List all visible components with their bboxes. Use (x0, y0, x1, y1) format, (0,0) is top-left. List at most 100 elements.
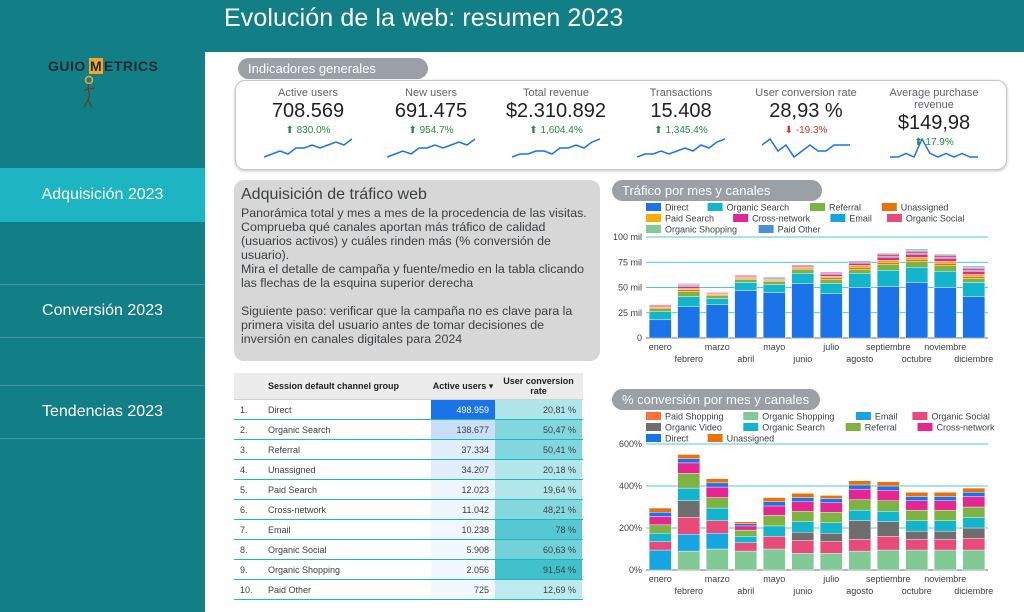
logo-figure-icon (83, 75, 96, 108)
bar-segment (791, 540, 815, 554)
bar-segment (819, 274, 843, 277)
bar-segment (905, 520, 929, 532)
bar-segment (933, 530, 957, 540)
sidebar-item-tendencias[interactable]: Tendencias 2023 (0, 385, 205, 439)
x-tick-label: junio (792, 586, 812, 596)
kpi-delta-value: 1,604.4% (540, 125, 583, 136)
bar-segment (677, 291, 701, 297)
row-conversion-rate: 48,21 % (495, 500, 582, 519)
bar-segment (791, 552, 815, 571)
x-tick-label: febrero (674, 354, 703, 364)
kpi-value: 28,93 % (769, 100, 843, 122)
bar-segment (677, 454, 701, 459)
legend-label: Paid Search (665, 214, 714, 224)
bar-segment (762, 281, 786, 285)
bar-segment (734, 525, 758, 531)
bar-segment (819, 279, 843, 284)
logo-text-mid: M (89, 58, 104, 74)
legend-swatch (830, 214, 846, 222)
bar-segment (876, 500, 900, 512)
y-tick-label: 50 mil (618, 283, 642, 293)
bar-segment (819, 498, 843, 503)
row-active-users: 725 (431, 580, 495, 599)
row-channel: Unassigned (268, 464, 316, 475)
sidebar-item-conversion[interactable]: Conversión 2023 (0, 284, 205, 338)
table-row[interactable]: 6. Cross-network 11.042 48,21 % (234, 500, 583, 520)
bar-segment (848, 499, 872, 511)
legend-label: Organic Shopping (762, 412, 834, 422)
row-active-users: 12.023 (431, 480, 495, 499)
kpi-sparkline (387, 138, 475, 158)
kpi-sparkline (512, 138, 600, 158)
x-tick-label: marzo (705, 342, 730, 352)
bar-segment (876, 481, 900, 487)
table-row[interactable]: 2. Organic Search 138.677 50,47 % (234, 420, 583, 440)
table-row[interactable]: 4. Unassigned 34.207 20,18 % (234, 460, 583, 480)
bar-segment (933, 492, 957, 497)
bar-segment (905, 530, 929, 540)
bar-segment (648, 308, 672, 312)
sidebar-item-label: Conversión 2023 (42, 302, 163, 319)
table-row[interactable]: 3. Referral 37.334 50,41 % (234, 440, 583, 460)
bar-segment (648, 524, 672, 534)
bar-segment (848, 480, 872, 486)
kpi-delta-value: 17.9% (925, 137, 954, 148)
kpi-5: Average purchase revenue $149,98 ⬆ 17.9% (870, 87, 998, 158)
header-active-users[interactable]: Active users ▾ (431, 373, 495, 399)
legend-swatch (707, 203, 723, 211)
bar-segment (876, 549, 900, 571)
legend-label: Organic Social (906, 214, 965, 224)
header-conversion-rate[interactable]: User conversion rate (503, 376, 574, 396)
sparkline-path (512, 138, 600, 158)
kpi-value: $2.310.892 (505, 100, 607, 122)
bar-segment (933, 509, 957, 521)
bar-segment (705, 520, 729, 534)
table-row[interactable]: 7. Email 10.238 78 % (234, 520, 583, 540)
bar-segment (648, 516, 672, 526)
bar-segment (848, 287, 872, 339)
bar-segment (762, 292, 786, 339)
bar-segment (876, 260, 900, 263)
bar-segment (962, 527, 986, 539)
bar-segment (933, 520, 957, 532)
y-tick-label: 0 (637, 333, 642, 343)
description-paragraph-3: Siguiente paso: verificar que la campaña… (241, 304, 573, 346)
table-row[interactable]: 8. Organic Social 5.908 60,63 % (234, 540, 583, 560)
bar-segment (677, 296, 701, 307)
table-row[interactable]: 1. Direct 498.959 20,81 % (234, 400, 583, 420)
kpi-value: 691.475 (394, 100, 468, 122)
bar-segment (848, 267, 872, 270)
bar-segment (819, 272, 843, 274)
row-index: 9. (240, 564, 248, 575)
arrow-up-icon: ⬆ (408, 125, 417, 136)
bar-segment (705, 304, 729, 339)
table-row[interactable]: 9. Organic Shopping 2.056 91,54 % (234, 560, 583, 580)
bar-segment (677, 286, 701, 289)
row-active-users: 5.908 (431, 540, 495, 559)
x-tick-label: septiembre (866, 342, 911, 352)
table-row[interactable]: 5. Paid Search 12.023 19,64 % (234, 480, 583, 500)
bar-segment (962, 487, 986, 493)
table-row[interactable]: 10. Paid Other 725 12,69 % (234, 580, 583, 600)
sparkline-path (387, 138, 475, 158)
legend-swatch (733, 214, 749, 222)
legend-label: Unassigned (727, 434, 775, 444)
arrow-up-icon: ⬆ (654, 125, 663, 136)
kpi-4: User conversion rate 28,93 % ⬇ -19.3% (742, 87, 870, 159)
bar-segment (933, 263, 957, 266)
sidebar-item-adquisicion[interactable]: Adquisición 2023 (0, 168, 205, 222)
bar-segment (905, 496, 929, 501)
header-channel[interactable]: Session default channel group (268, 381, 400, 391)
description-paragraph-2: Mira el detalle de campaña y fuente/medi… (241, 262, 585, 290)
legend-swatch (743, 423, 759, 431)
x-tick-label: febrero (674, 586, 703, 596)
bar-segment (962, 278, 986, 283)
row-index: 8. (240, 544, 248, 555)
bar-segment (905, 253, 929, 258)
arrow-up-icon: ⬆ (529, 125, 538, 136)
bar-segment (933, 258, 957, 262)
legend-label: Organic Search (762, 423, 825, 433)
legend-label: Paid Other (778, 225, 821, 235)
bar-segment (819, 495, 843, 499)
row-conversion-rate: 78 % (495, 520, 582, 539)
